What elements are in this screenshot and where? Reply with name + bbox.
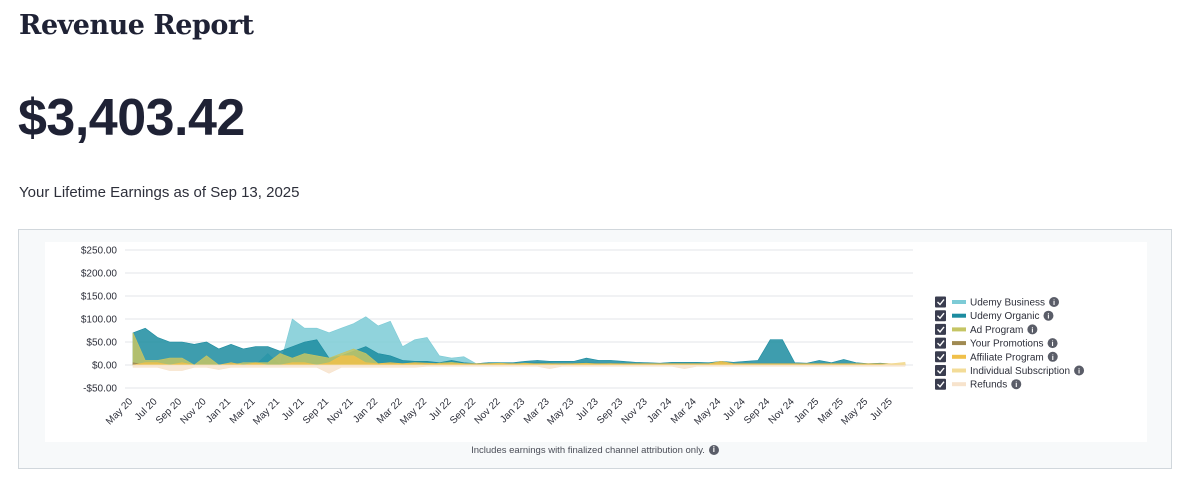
info-icon[interactable]: i: [1043, 310, 1054, 321]
check-icon: [937, 312, 945, 320]
y-tick-label: -$50.00: [83, 384, 117, 395]
info-icon-glyph: i: [1015, 380, 1017, 389]
legend-checkbox[interactable]: [935, 365, 946, 376]
x-tick-label: May 21: [251, 396, 282, 427]
info-icon-glyph: i: [1078, 367, 1080, 376]
x-tick-label: Jan 24: [645, 396, 674, 425]
legend-item[interactable]: Affiliate Program: [935, 351, 1044, 363]
legend-swatch: [952, 368, 966, 373]
x-tick-label: Jan 25: [792, 396, 821, 425]
x-tick-label: Sep 24: [742, 396, 772, 426]
x-tick-label: Nov 20: [178, 396, 208, 426]
page-title: Revenue Report: [19, 10, 254, 41]
info-icon[interactable]: i: [1011, 379, 1022, 390]
legend-swatch: [952, 382, 966, 387]
x-tick-label: Nov 24: [767, 396, 797, 426]
info-icon-circle: [1049, 297, 1060, 307]
x-tick-label: May 24: [692, 396, 723, 427]
info-icon[interactable]: i: [1049, 297, 1060, 307]
info-icon-circle: [1011, 379, 1022, 390]
info-icon-circle: [1043, 310, 1054, 321]
info-icon[interactable]: i: [1047, 338, 1058, 349]
info-icon[interactable]: i: [1047, 351, 1058, 362]
chart-card: $250.00 $200.00 $150.00 $100.00 $50.00 $0.00 -…: [45, 242, 1147, 442]
lifetime-earnings-subtitle: Your Lifetime Earnings as of Sep 13, 202…: [19, 184, 300, 201]
y-tick-label: $0.00: [92, 361, 117, 372]
legend-swatch: [952, 300, 966, 304]
info-icon-glyph: i: [1052, 339, 1054, 348]
legend-swatch: [952, 354, 966, 359]
series-area-udemy-organic: [132, 327, 906, 366]
legend-checkbox[interactable]: [935, 337, 946, 349]
x-tick-label: Nov 23: [620, 396, 650, 426]
chart-panel: $250.00 $200.00 $150.00 $100.00 $50.00 $0.00 -…: [18, 229, 1172, 469]
info-icon-glyph: i: [1053, 298, 1055, 307]
check-icon: [937, 381, 945, 388]
legend-label: Udemy Organic: [970, 311, 1039, 322]
info-icon-glyph: i: [1031, 325, 1033, 334]
legend-item[interactable]: Individual Subscription: [935, 365, 1070, 377]
check-icon: [937, 340, 945, 347]
info-icon-circle: [1047, 338, 1058, 349]
footnote: Includes earnings with finalized channel…: [19, 445, 1171, 456]
legend-label: Udemy Business: [970, 298, 1045, 309]
legend-item[interactable]: Refunds: [935, 378, 1007, 391]
x-tick-label: Sep 20: [154, 396, 184, 426]
legend-swatch: [952, 327, 966, 332]
legend-item[interactable]: Udemy Organic: [935, 310, 1039, 322]
x-tick-label: Jan 21: [204, 396, 233, 425]
legend-label: Refunds: [970, 380, 1007, 391]
legend-checkbox[interactable]: [935, 378, 946, 390]
info-icon[interactable]: i: [1027, 324, 1038, 335]
x-tick-label: Nov 22: [473, 396, 503, 426]
check-icon: [937, 326, 945, 333]
revenue-chart: $250.00 $200.00 $150.00 $100.00 $50.00 $0.00 -…: [81, 246, 1085, 427]
legend-checkbox[interactable]: [935, 323, 946, 335]
x-tick-label: Jul 25: [868, 396, 895, 423]
info-icon-circle: [1027, 324, 1038, 335]
info-icon-circle: [1047, 351, 1058, 362]
x-tick-label: Jan 22: [351, 396, 380, 425]
legend-checkbox[interactable]: [935, 310, 946, 322]
info-icon-glyph: i: [1052, 353, 1054, 362]
y-tick-label: $50.00: [86, 338, 117, 349]
info-icon[interactable]: i: [708, 445, 719, 456]
footnote-text: Includes earnings with finalized channel…: [471, 445, 705, 456]
x-tick-label: May 22: [398, 396, 429, 427]
x-tick-label: May 25: [839, 396, 870, 427]
check-icon: [937, 367, 945, 375]
y-tick-label: $150.00: [81, 292, 118, 303]
info-icon[interactable]: i: [1074, 365, 1085, 376]
legend-label: Your Promotions: [970, 339, 1044, 350]
legend-item[interactable]: Ad Program: [935, 323, 1023, 336]
legend-label: Ad Program: [970, 325, 1023, 336]
legend-item[interactable]: Your Promotions: [935, 337, 1044, 350]
x-tick-label: Sep 23: [595, 396, 625, 426]
info-icon-glyph: i: [1047, 312, 1049, 321]
legend-swatch: [952, 313, 966, 318]
legend-item[interactable]: Udemy Business: [935, 296, 1045, 309]
series-area-affiliate-program: [132, 355, 906, 366]
legend-swatch: [952, 341, 966, 346]
legend-label: Affiliate Program: [970, 352, 1044, 363]
legend-label: Individual Subscription: [970, 366, 1070, 377]
x-tick-label: May 23: [545, 396, 576, 427]
lifetime-earnings-total: $3,403.42: [18, 89, 245, 147]
x-tick-label: May 20: [104, 396, 135, 427]
y-tick-label: $250.00: [81, 246, 118, 257]
y-tick-label: $200.00: [81, 269, 118, 280]
series-area-refunds: [132, 364, 906, 374]
legend-checkbox[interactable]: [935, 351, 946, 363]
x-tick-label: Jan 23: [498, 396, 527, 425]
legend-checkbox[interactable]: [935, 296, 946, 308]
info-icon-circle: [1074, 365, 1085, 376]
x-tick-label: Sep 22: [448, 396, 478, 426]
check-icon: [937, 353, 945, 361]
check-icon: [937, 299, 945, 306]
y-tick-label: $100.00: [81, 315, 118, 326]
x-tick-label: Sep 21: [301, 396, 331, 426]
x-tick-label: Nov 21: [326, 396, 356, 426]
